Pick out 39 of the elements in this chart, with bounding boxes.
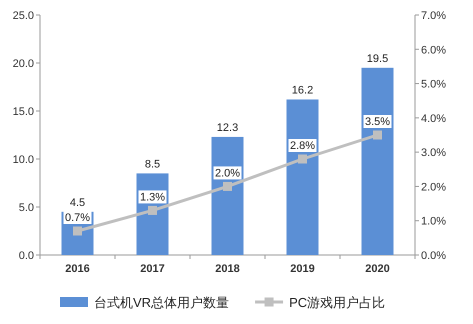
point	[373, 130, 382, 140]
data-label: 8.5	[144, 158, 160, 170]
x-tick-label: 2017	[140, 263, 165, 275]
y2-tick-label: 2.0%	[421, 181, 446, 194]
data-label: 19.5	[366, 52, 388, 65]
data-label: 2.0%	[214, 167, 240, 180]
x-tick-label: 2020	[365, 263, 390, 275]
y2-tick-label: 6.0%	[421, 44, 446, 56]
point	[298, 154, 307, 164]
legend-label: 台式机VR总体用户数量	[94, 295, 230, 310]
y-tick-label: 0.0	[18, 250, 34, 262]
data-label: 12.3	[216, 122, 238, 134]
y-tick-label: 25.0	[12, 10, 34, 22]
data-label: 4.5	[70, 196, 86, 209]
bar	[286, 99, 318, 255]
data-label: 0.7%	[64, 212, 90, 224]
data-label: 1.3%	[140, 191, 166, 204]
data-label: 2.8%	[290, 140, 316, 152]
y-tick-label: 5.0	[18, 202, 34, 214]
point	[73, 226, 82, 236]
data-label: 3.5%	[364, 116, 390, 128]
bar	[362, 68, 394, 255]
x-tick-label: 2019	[290, 263, 315, 275]
y2-tick-label: 0.0%	[421, 250, 446, 262]
x-tick-label: 2018	[215, 263, 240, 275]
y-tick-label: 15.0	[12, 106, 34, 118]
y2-tick-label: 4.0%	[421, 112, 446, 125]
data-label: 16.2	[292, 84, 314, 96]
y2-tick-label: 1.0%	[421, 216, 446, 228]
point	[148, 206, 157, 215]
y-tick-label: 10.0	[12, 154, 34, 166]
y2-tick-label: 5.0%	[421, 78, 446, 91]
x-tick-label: 2016	[65, 263, 90, 275]
y-tick-label: 20.0	[12, 58, 34, 70]
y2-tick-label: 3.0%	[421, 147, 446, 160]
point	[223, 182, 232, 191]
y2-tick-label: 7.0%	[421, 10, 446, 22]
bar	[212, 136, 244, 255]
legend-label: PC游戏用户占比	[289, 295, 386, 310]
